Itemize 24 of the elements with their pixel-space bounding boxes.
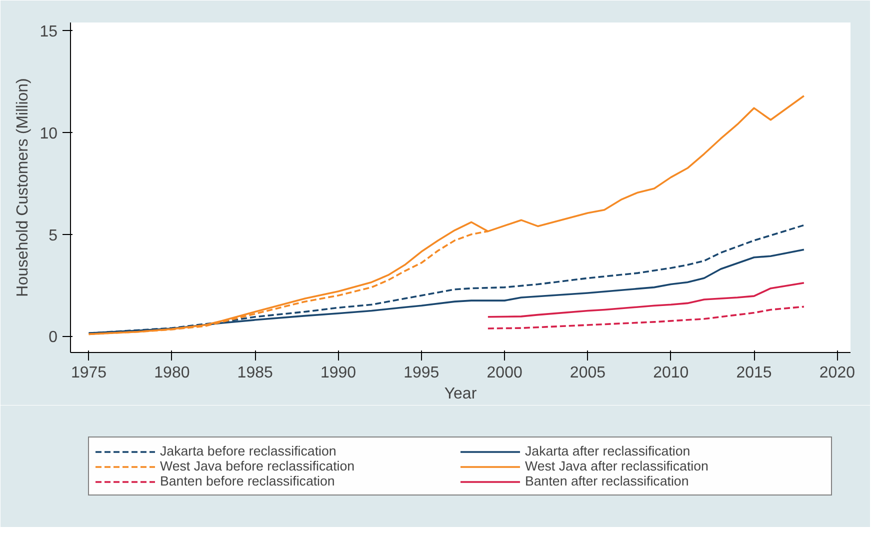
legend-label: West Java after reclassification	[525, 458, 710, 474]
y-tick-label: 10	[40, 126, 58, 142]
legend-label: Banten before reclassification	[160, 474, 336, 488]
legend-label: West Java before reclassification	[160, 458, 356, 474]
x-tick-label: 2010	[653, 364, 689, 382]
legend-label: Banten after reclassification	[525, 474, 690, 488]
x-tick-label: 1995	[404, 364, 440, 382]
x-tick-label: 1975	[70, 364, 107, 382]
x-tick-label: 2020	[819, 364, 856, 382]
x-tick-label: 1980	[154, 364, 190, 382]
x-tick-label: 2015	[736, 364, 772, 382]
x-tick-label: 1990	[320, 364, 356, 382]
line-series	[487, 282, 805, 318]
x-tick-label: 2005	[570, 364, 606, 382]
legend-label: Jakarta before reclassification	[160, 444, 338, 458]
x-tick-label: 2000	[486, 364, 522, 382]
line-series	[487, 306, 805, 330]
x-tick-label: 1985	[237, 364, 274, 382]
x-axis-title: Year	[444, 386, 478, 402]
y-tick-label: 5	[48, 227, 58, 244]
y-tick-label: 0	[48, 329, 58, 346]
y-tick-label: 15	[40, 24, 58, 41]
y-axis-title: Household Customers (Million)	[14, 78, 32, 297]
legend-label: Jakarta after reclassification	[525, 444, 692, 458]
